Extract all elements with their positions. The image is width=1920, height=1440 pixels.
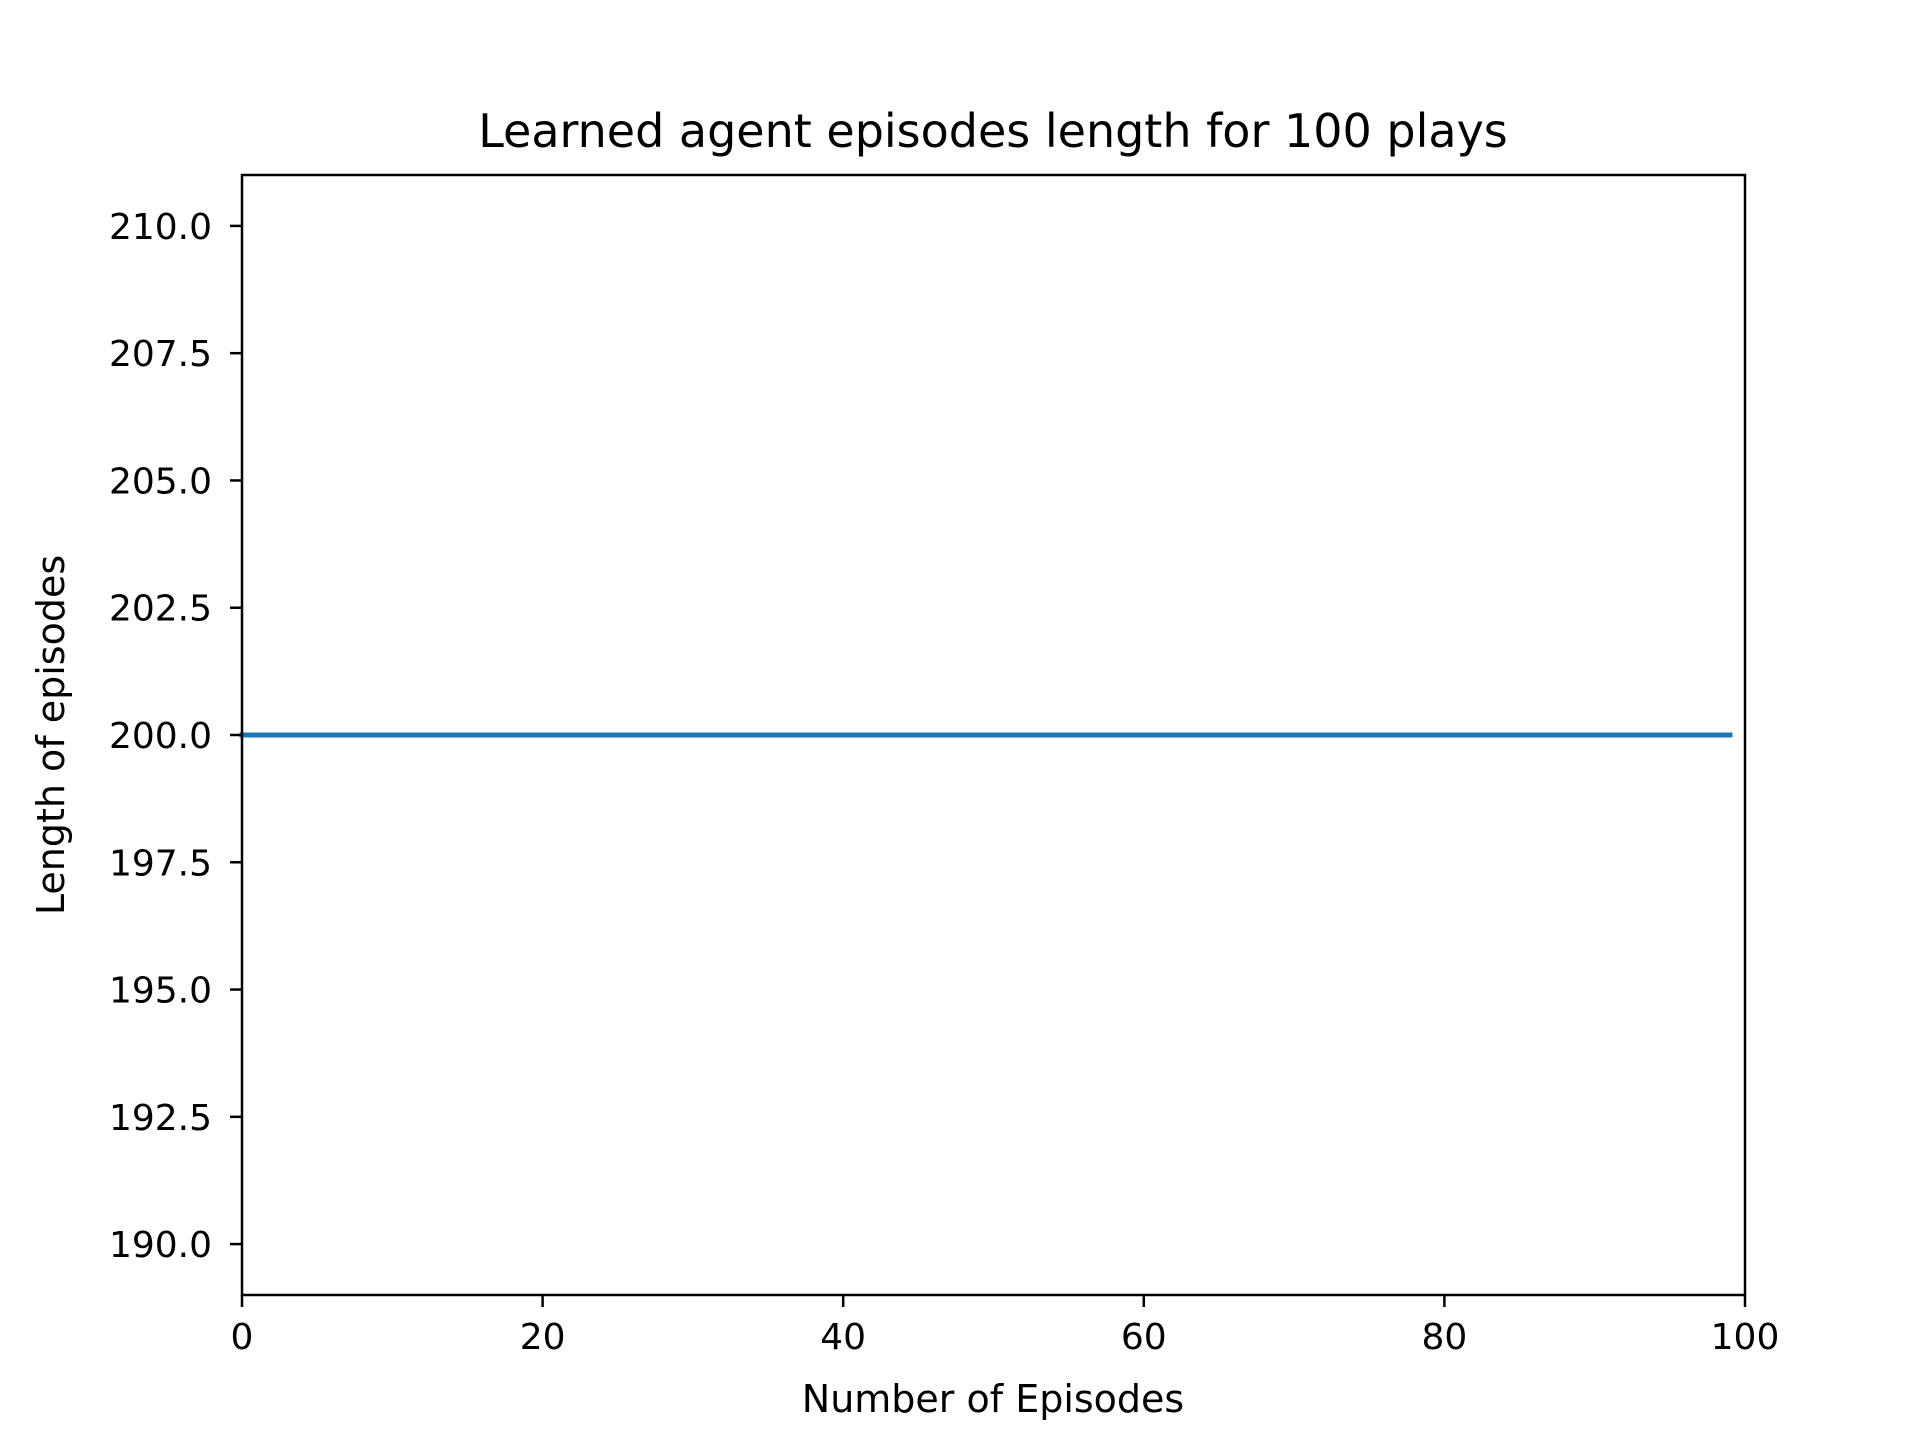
x-tick-label: 40 (820, 1317, 866, 1358)
x-axis-label: Number of Episodes (802, 1377, 1184, 1421)
y-tick-label: 207.5 (109, 334, 212, 375)
y-tick-label: 210.0 (109, 207, 212, 248)
y-tick-label: 190.0 (109, 1225, 212, 1266)
x-tick-label: 80 (1421, 1317, 1467, 1358)
y-axis-ticks: 190.0 192.5 195.0 197.5 200.0 202.5 205.0 207.5… (109, 207, 242, 1266)
y-axis-label: Length of episodes (29, 555, 73, 915)
y-tick-label: 202.5 (109, 589, 212, 630)
y-tick-label: 205.0 (109, 461, 212, 502)
y-tick-label: 192.5 (109, 1098, 212, 1139)
x-axis-ticks: 0 20 40 60 80 100 (231, 1295, 1780, 1358)
x-tick-label: 20 (520, 1317, 566, 1358)
y-tick-label: 195.0 (109, 971, 212, 1012)
y-tick-label: 197.5 (109, 843, 212, 884)
x-tick-label: 0 (231, 1317, 254, 1358)
x-tick-label: 60 (1121, 1317, 1167, 1358)
y-tick-label: 200.0 (109, 716, 212, 757)
chart-title: Learned agent episodes length for 100 pl… (478, 104, 1508, 158)
x-tick-label: 100 (1711, 1317, 1780, 1358)
